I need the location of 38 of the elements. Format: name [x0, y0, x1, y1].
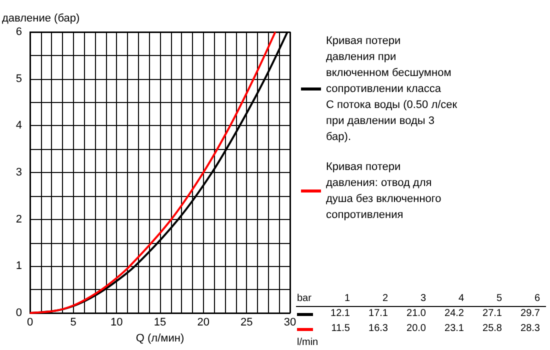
x-tick-label: 30 [284, 316, 296, 328]
x-axis-title: Q (л/мин) [136, 332, 184, 344]
text: 25.8 [482, 323, 502, 334]
text: 28.3 [520, 323, 540, 334]
text: 27.1 [482, 308, 502, 319]
text: 21.0 [406, 308, 426, 319]
legend-label: Кривая потери давления при включенном бесшумном сопротивлении класса С потока воды (0.50 л/сек при давлении воды 3 бар). [326, 35, 460, 143]
text: 3 [420, 293, 426, 304]
text: 23.1 [444, 323, 464, 334]
text: 1 [343, 293, 350, 305]
y-tick-label: 5 [16, 72, 22, 85]
y-axis-title: давление (бар) [2, 12, 80, 24]
text: 4 [458, 293, 464, 304]
x-tick-label: 15 [154, 316, 166, 328]
y-tick-label: 3 [16, 166, 22, 178]
y-tick-label: 0 [16, 307, 22, 319]
text: l/min [297, 337, 318, 349]
text: 20.0 [406, 323, 426, 334]
text: 6 [534, 293, 540, 304]
legend-label: Кривая потери давления: отвод для душа без включенного сопротивления [326, 161, 444, 221]
text: bar [297, 293, 312, 305]
text: 17.1 [368, 308, 388, 319]
y-tick-label: 4 [16, 120, 22, 132]
text: 24.2 [444, 308, 464, 319]
y-tick-label: 2 [16, 213, 22, 226]
text: 5 [496, 293, 502, 304]
text: 29.7 [520, 308, 540, 319]
x-tick-label: 5 [70, 316, 76, 328]
x-tick-label: 25 [240, 316, 253, 328]
y-tick-label: 1 [16, 260, 22, 272]
text: 2 [382, 293, 388, 304]
x-tick-label: 20 [197, 316, 210, 328]
x-tick-label: 10 [110, 316, 123, 328]
text: 11.5 [330, 323, 350, 335]
text: 16.3 [368, 323, 388, 334]
text: 12.1 [330, 308, 350, 320]
x-tick-label: 0 [26, 316, 34, 328]
y-tick-label: 6 [16, 26, 22, 38]
